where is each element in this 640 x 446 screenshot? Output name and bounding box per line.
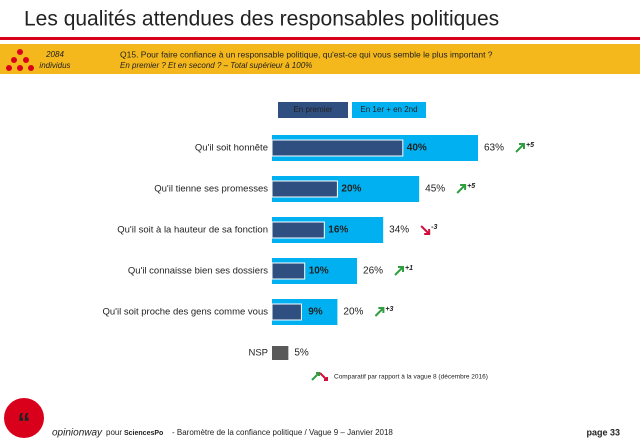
category-label: Qu'il connaisse bien ses dossiers xyxy=(128,266,268,277)
source: - Baromètre de la confiance politique / … xyxy=(172,428,393,437)
change-arrow xyxy=(515,143,526,153)
legend-swatch xyxy=(352,102,426,118)
change-label: +5 xyxy=(467,183,475,190)
first-bar xyxy=(271,139,404,157)
question-band xyxy=(0,44,640,74)
category-label: Qu'il tienne ses promesses xyxy=(154,184,268,195)
legend-label: En 1er + en 2nd xyxy=(360,105,417,114)
total-label: 20% xyxy=(343,307,363,318)
category-label: NSP xyxy=(248,348,268,359)
first-label: 10% xyxy=(309,266,329,277)
partner: SciencesPo xyxy=(124,430,163,437)
legend-label: En premier xyxy=(293,105,332,114)
brand: opinionway xyxy=(52,428,103,439)
total-label: 5% xyxy=(294,348,309,359)
note: Comparatif par rapport à la vague 8 (déc… xyxy=(334,374,488,381)
change-label: +3 xyxy=(385,306,393,313)
chart: En premier En 1er + en 2nd Qu'il soit honn… xyxy=(102,102,534,381)
change-label: +1 xyxy=(405,265,413,272)
first-bar xyxy=(271,303,302,321)
change-arrow xyxy=(456,184,467,194)
sample-size: 2084 xyxy=(45,50,64,59)
category-label: Qu'il soit proche des gens comme vous xyxy=(102,307,268,318)
note-icon xyxy=(319,372,328,381)
change-arrow xyxy=(394,266,405,276)
total-bar xyxy=(272,346,289,360)
first-label: 40% xyxy=(407,143,427,154)
first-label: 16% xyxy=(328,225,348,236)
sample-label: individus xyxy=(39,61,70,70)
slide-title: Les qualités attendues des responsables … xyxy=(24,8,499,31)
category-label: Qu'il soit à la hauteur de sa fonction xyxy=(117,225,268,236)
category-label: Qu'il soit honnête xyxy=(195,143,268,154)
note-icon xyxy=(311,372,320,381)
first-bar xyxy=(271,180,338,198)
pour: pour xyxy=(106,428,122,437)
first-bar xyxy=(271,262,306,280)
first-bar xyxy=(271,221,325,239)
change-label: +5 xyxy=(526,142,534,149)
change-arrow xyxy=(420,225,431,235)
total-label: 34% xyxy=(389,225,409,236)
change-label: -3 xyxy=(431,224,437,231)
change-arrow xyxy=(374,307,385,317)
total-label: 45% xyxy=(425,184,445,195)
logo-quotes: “ xyxy=(18,407,31,437)
total-label: 63% xyxy=(484,143,504,154)
logo xyxy=(4,398,44,438)
total-label: 26% xyxy=(363,266,383,277)
page-number: page 33 xyxy=(586,427,620,437)
legend-swatch xyxy=(278,102,348,118)
question: Q15. Pour faire confiance à un responsab… xyxy=(120,49,493,59)
title-rule xyxy=(0,37,640,40)
subquestion: En premier ? Et en second ? – Total supé… xyxy=(120,61,312,70)
people-icon xyxy=(6,49,34,71)
first-label: 9% xyxy=(308,307,323,318)
first-label: 20% xyxy=(341,184,361,195)
